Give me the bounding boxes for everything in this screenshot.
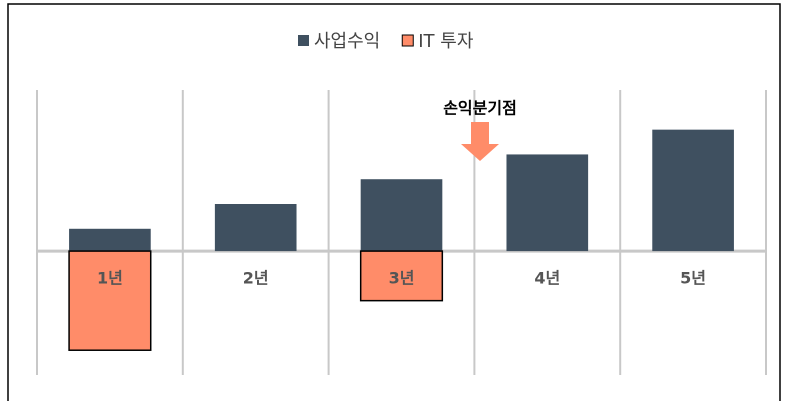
bar [506,154,589,252]
legend-label: IT 투자 [418,31,474,52]
x-tick-label: 2년 [243,269,269,288]
legend-swatch [401,34,414,47]
legend-label: 사업수익 [314,31,380,52]
x-tick-label: 5년 [680,269,706,288]
legend-swatch [298,35,309,46]
bar [69,228,151,252]
labels: 1년 2년 3년 4년 5년 [97,269,706,288]
annotation: 손익분기점 [443,99,517,118]
x-tick-label: 1년 [97,269,123,288]
x-tick-label: 3년 [389,269,415,288]
bar [68,250,152,351]
bar [359,250,444,302]
bar [214,204,297,252]
frame [7,3,781,401]
bars [68,129,734,351]
x-tick-label: 4년 [534,269,560,288]
legend: 사업수익 IT 투자 [298,31,474,52]
bar [360,179,443,252]
bar [652,129,734,252]
annotation-arrow [461,122,499,161]
